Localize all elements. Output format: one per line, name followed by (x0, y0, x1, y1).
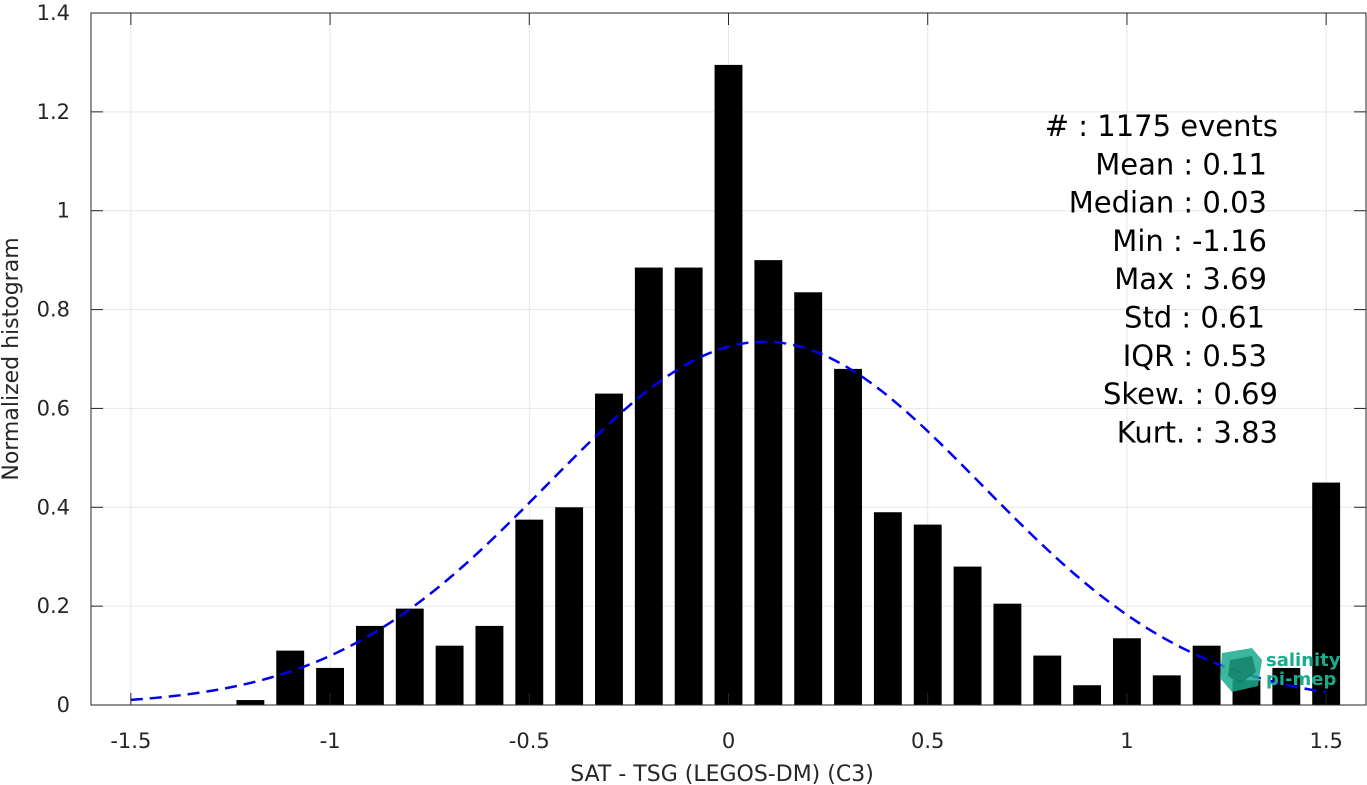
stats-line: Skew. : 0.69 (1103, 377, 1278, 411)
gaussian-fit-curve (130, 340, 1327, 702)
stats-line: Kurt. : 3.83 (1117, 415, 1278, 449)
histogram-bar (276, 650, 305, 705)
histogram-bar (674, 267, 703, 705)
stats-line: Median : 0.03 (1069, 186, 1267, 220)
x-axis-label: SAT - TSG (LEGOS-DM) (C3) (570, 762, 874, 785)
y-tick-labels: 0 0.2 0.4 0.6 0.8 1 1.2 1.4 (37, 1, 70, 717)
stats-line: IQR : 0.53 (1123, 339, 1267, 373)
y-tick-label: 1.2 (37, 100, 70, 124)
ticks-layer (91, 12, 1366, 706)
histogram-bar (1033, 655, 1062, 705)
x-tick-label: -1.5 (110, 729, 151, 753)
y-tick-label: 0.2 (37, 594, 70, 618)
stats-line: Max : 3.69 (1114, 262, 1267, 296)
histogram-bar (1073, 685, 1102, 705)
histogram-bar (873, 512, 902, 705)
stats-line: Min : -1.16 (1112, 224, 1267, 258)
bars-layer (236, 64, 1341, 705)
x-tick-label: 1 (1120, 729, 1133, 753)
histogram-bar (595, 393, 623, 705)
stats-line: Std : 0.61 (1124, 301, 1265, 335)
logo-line2: pi-mep (1266, 669, 1336, 690)
stats-line: Mean : 0.11 (1095, 147, 1267, 181)
histogram-bar (634, 267, 663, 705)
histogram-bar (355, 625, 384, 705)
salinity-pi-mep-logo: salinity pi-mep (1220, 648, 1341, 692)
histogram-bar (834, 368, 862, 705)
x-tick-label: 0 (722, 729, 735, 753)
y-tick-label: 1 (57, 199, 70, 223)
y-tick-label: 0.4 (37, 495, 70, 519)
y-tick-label: 0 (57, 693, 70, 717)
histogram-bar (1152, 675, 1181, 705)
x-tick-labels: -1.5 -1 -0.5 0 0.5 1 1.5 (110, 729, 1343, 753)
x-tick-label: -1 (320, 729, 341, 753)
histogram-bar (913, 524, 942, 705)
y-tick-label: 0.6 (37, 396, 70, 420)
x-tick-label: -0.5 (509, 729, 550, 753)
histogram-bar (953, 566, 982, 705)
histogram-bar (395, 608, 424, 705)
y-tick-label: 1.4 (37, 1, 70, 25)
histogram-bar (1312, 482, 1341, 705)
histogram-bar (475, 625, 504, 705)
histogram-bar (515, 519, 544, 705)
histogram-bar (993, 603, 1022, 705)
stats-box: # : 1175 events Mean : 0.11 Median : 0.03 M… (1045, 109, 1278, 449)
histogram-bar (236, 700, 265, 705)
stats-line: # : 1175 events (1045, 109, 1278, 143)
logo-globe-shade (1228, 656, 1256, 684)
y-axis-label: Normalized histogram (0, 237, 24, 480)
x-tick-label: 1.5 (1309, 729, 1342, 753)
histogram-bar (435, 645, 464, 705)
logo-line1: salinity (1266, 650, 1341, 671)
histogram-bar (555, 507, 584, 705)
histogram-bar (754, 260, 783, 705)
histogram-bar (794, 292, 823, 705)
y-tick-label: 0.8 (37, 298, 70, 322)
histogram-bar (714, 64, 743, 705)
x-tick-label: 0.5 (911, 729, 944, 753)
